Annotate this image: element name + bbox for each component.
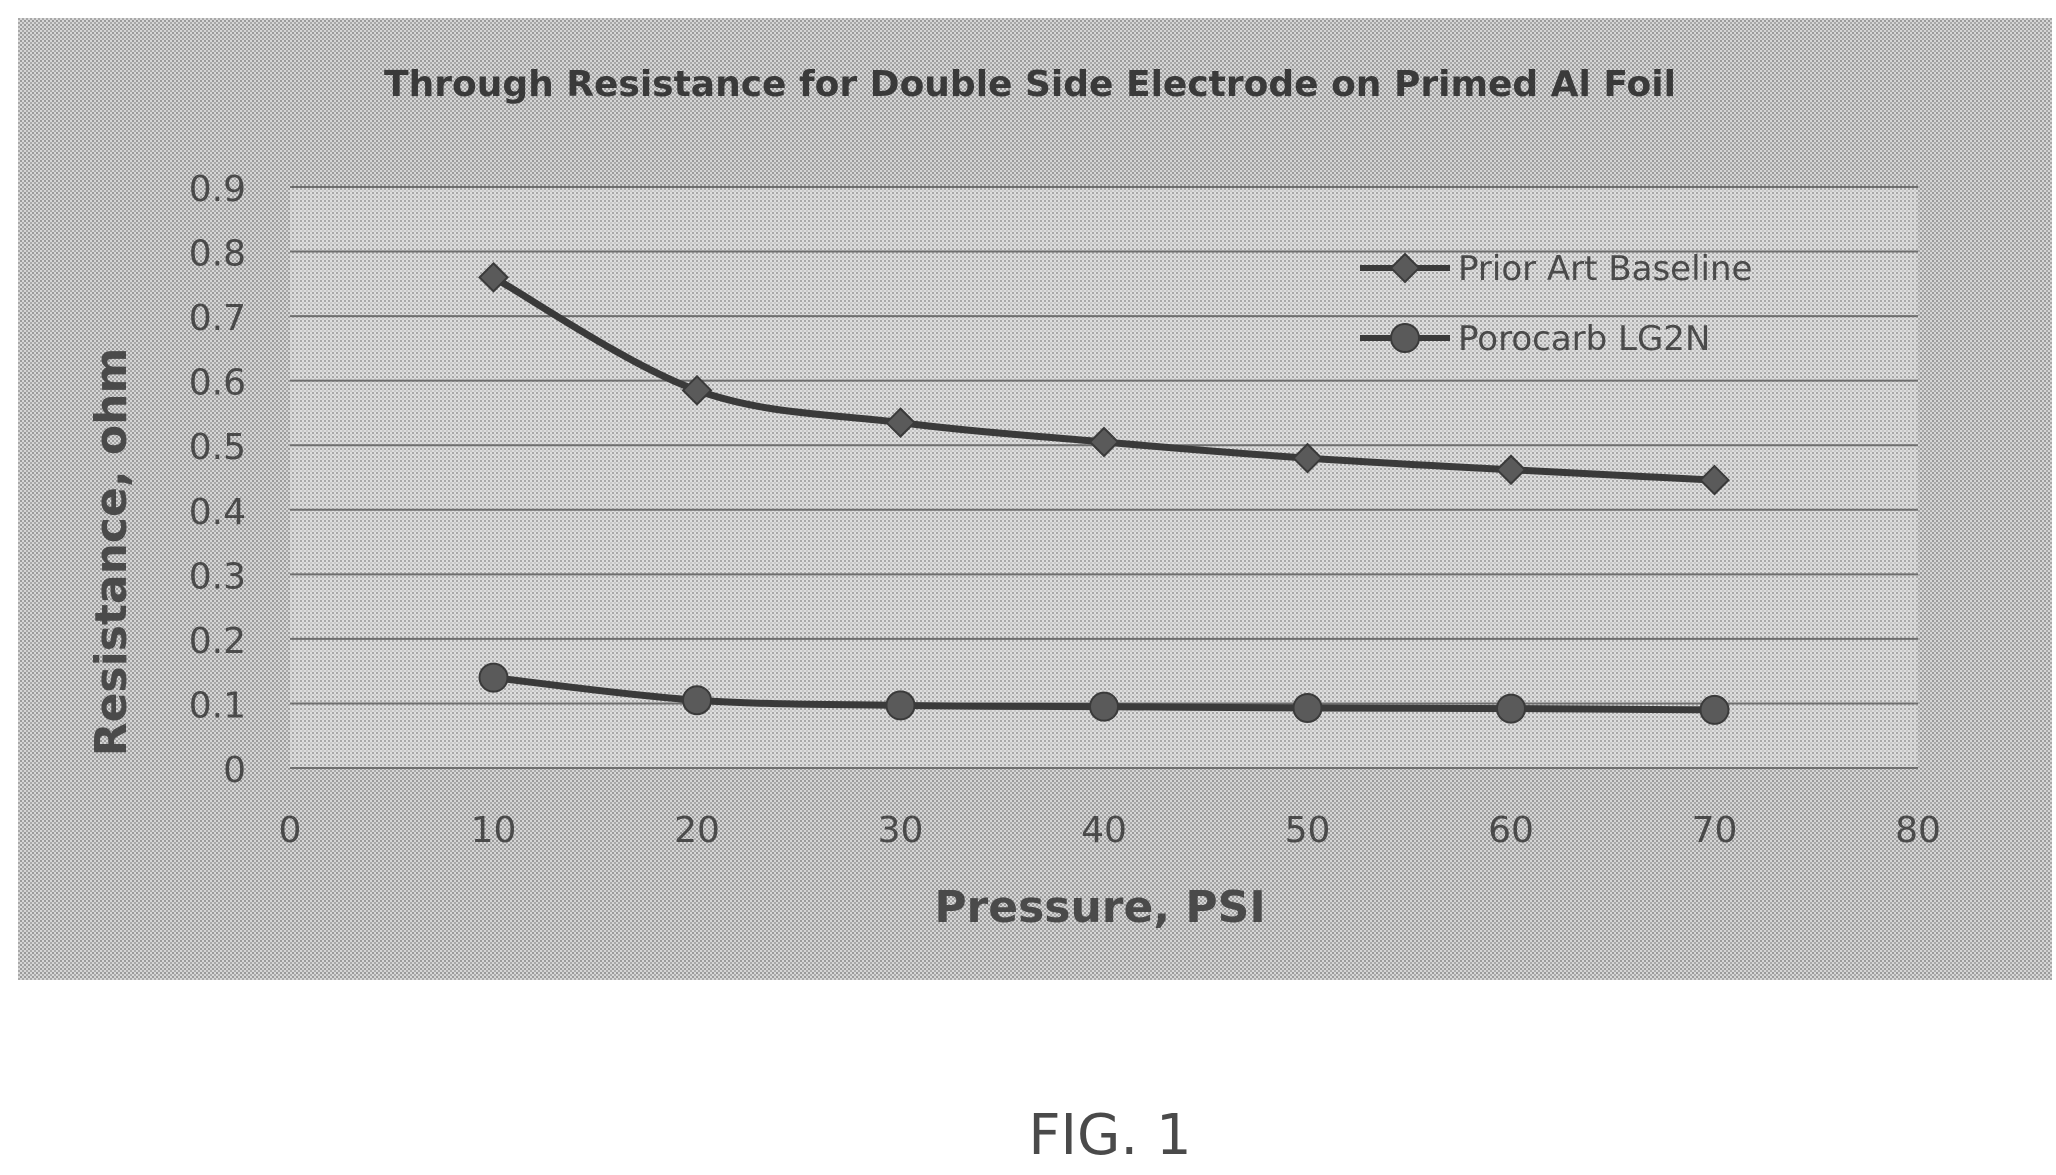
x-tick-label: 10 bbox=[471, 810, 517, 851]
x-tick-label: 80 bbox=[1895, 810, 1941, 851]
x-tick-label: 30 bbox=[878, 810, 924, 851]
data-point-series-1 bbox=[1699, 464, 1730, 496]
x-tick-labels: 0 10 20 30 40 50 60 70 80 bbox=[279, 810, 1941, 851]
y-tick-label: 0.9 bbox=[189, 169, 246, 210]
y-tick-label: 0.2 bbox=[189, 621, 246, 662]
x-tick-label: 70 bbox=[1692, 810, 1738, 851]
x-tick-label: 0 bbox=[279, 810, 302, 851]
y-tick-labels: 0 0.1 0.2 0.3 0.4 0.5 0.6 0.7 0.8 0.9 bbox=[189, 169, 246, 791]
legend-label-1: Prior Art Baseline bbox=[1458, 249, 1752, 289]
chart-title: Through Resistance for Double Side Elect… bbox=[384, 64, 1676, 105]
data-point-series-1 bbox=[1292, 442, 1323, 474]
data-point-series-2 bbox=[885, 690, 916, 721]
data-point-series-2 bbox=[1292, 692, 1323, 723]
y-tick-label: 0.5 bbox=[189, 427, 246, 468]
x-tick-label: 40 bbox=[1081, 810, 1127, 851]
x-tick-label: 50 bbox=[1285, 810, 1331, 851]
y-tick-label: 0.8 bbox=[189, 234, 246, 275]
data-point-series-1 bbox=[885, 407, 916, 439]
data-point-series-1 bbox=[681, 374, 713, 406]
data-point-series-2 bbox=[1496, 693, 1526, 724]
y-axis-label: Resistance, ohm bbox=[86, 348, 137, 757]
y-tick-label: 0.3 bbox=[189, 556, 246, 597]
legend-marker-1 bbox=[1389, 252, 1421, 284]
data-point-series-2 bbox=[478, 662, 509, 693]
y-tick-label: 0.4 bbox=[189, 492, 246, 533]
legend: Prior Art Baseline Porocarb LG2N bbox=[1360, 249, 1752, 359]
data-point-series-2 bbox=[682, 685, 712, 716]
x-tick-label: 60 bbox=[1488, 810, 1534, 851]
y-tick-label: 0.1 bbox=[189, 685, 246, 726]
x-axis-label: Pressure, PSI bbox=[934, 882, 1265, 933]
y-tick-label: 0.6 bbox=[189, 363, 246, 404]
data-point-series-2 bbox=[1089, 691, 1119, 722]
data-point-series-2 bbox=[1699, 694, 1730, 725]
legend-label-2: Porocarb LG2N bbox=[1458, 319, 1710, 359]
data-point-series-1 bbox=[478, 261, 509, 293]
data-point-series-1 bbox=[1495, 454, 1527, 486]
series-markers bbox=[478, 261, 1730, 725]
y-tick-label: 0.7 bbox=[189, 298, 246, 339]
x-tick-label: 20 bbox=[674, 810, 720, 851]
y-tick-label: 0 bbox=[223, 750, 246, 791]
data-point-series-1 bbox=[1088, 426, 1120, 458]
legend-marker-2 bbox=[1390, 323, 1420, 353]
figure-caption: FIG. 1 bbox=[1028, 1103, 1191, 1168]
